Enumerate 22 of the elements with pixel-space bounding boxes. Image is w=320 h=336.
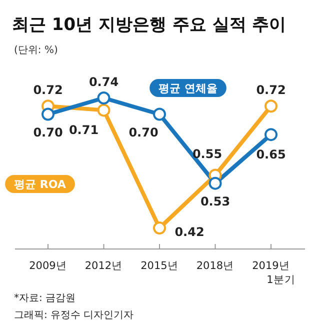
data-label: 0.55 <box>192 147 222 162</box>
data-label: 0.71 <box>68 123 99 138</box>
data-label: 0.72 <box>256 83 286 98</box>
data-label: 0.72 <box>33 83 63 98</box>
xtick: 2019년 1분기 <box>252 260 296 286</box>
xtick: 2012년 <box>84 260 123 272</box>
data-label: 0.65 <box>256 148 286 162</box>
subtitle: (단위: %) <box>14 45 58 56</box>
xtick: 2015년 <box>140 260 178 272</box>
data-label: 0.70 <box>128 125 158 140</box>
series-label: 평균 연체율 <box>158 82 218 95</box>
data-label: 0.70 <box>33 125 63 140</box>
data-label: 0.53 <box>200 194 230 208</box>
title: 최근 10년 지방은행 주요 실적 추이 <box>12 15 286 35</box>
xtick: 2018년 <box>196 260 234 272</box>
annotation: *자료: 금감원 <box>14 293 76 304</box>
xtick: 2009년 <box>29 260 67 272</box>
series-name: 평균 ROA <box>5 175 75 193</box>
annotation: 그래픽: 유정수 디자인기자 <box>14 310 134 321</box>
data-label: 0.74 <box>88 75 119 89</box>
series-name: 평균 연체율 <box>150 79 226 97</box>
data-label: 0.42 <box>174 225 204 239</box>
